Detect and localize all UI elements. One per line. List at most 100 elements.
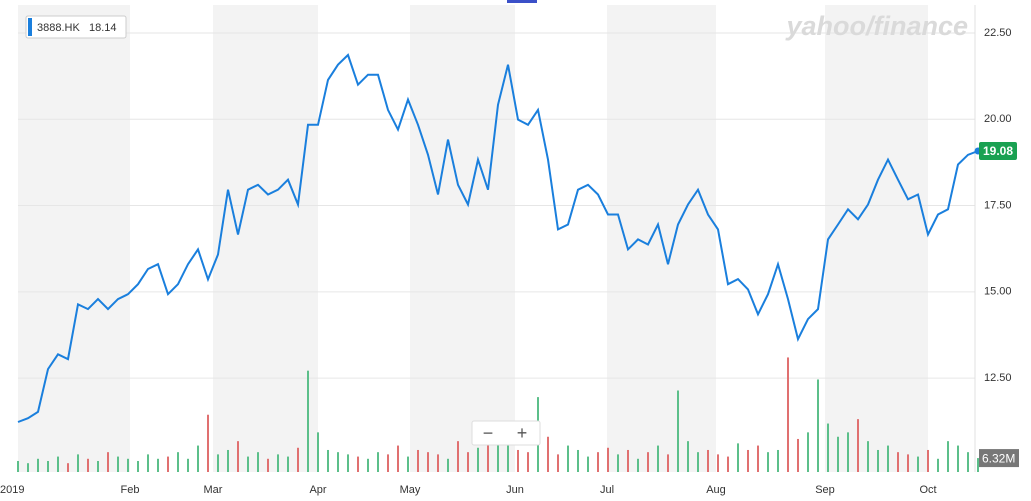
- x-tick-label: 2019: [0, 484, 24, 496]
- volume-bar: [627, 449, 629, 472]
- volume-bar: [707, 449, 709, 472]
- volume-bar: [437, 454, 439, 472]
- x-tick-label: Jun: [506, 484, 524, 496]
- volume-bar: [697, 452, 699, 472]
- volume-bar: [797, 438, 799, 472]
- volume-bar: [327, 449, 329, 472]
- volume-bar: [97, 460, 99, 472]
- volume-bar: [567, 445, 569, 472]
- volume-bar: [257, 452, 259, 472]
- last-value-label: 19.08: [983, 144, 1013, 158]
- y-tick-label: 22.50: [984, 27, 1012, 39]
- volume-bar: [927, 449, 929, 472]
- volume-bar: [387, 454, 389, 472]
- volume-bar: [617, 454, 619, 472]
- volume-bar: [867, 441, 869, 472]
- volume-bar: [507, 445, 509, 472]
- y-tick-label: 17.50: [984, 199, 1012, 211]
- x-tick-label: Jul: [600, 484, 614, 496]
- month-band: [825, 5, 928, 472]
- volume-bar: [827, 423, 829, 472]
- volume-bar: [777, 449, 779, 472]
- volume-bar: [147, 454, 149, 472]
- volume-bar: [217, 454, 219, 472]
- volume-bar: [177, 452, 179, 472]
- volume-bar: [277, 454, 279, 472]
- volume-bar: [27, 463, 29, 472]
- x-tick-label: Aug: [706, 484, 726, 496]
- legend-box: [25, 15, 127, 39]
- x-tick-label: Oct: [919, 484, 936, 496]
- volume-bar: [847, 432, 849, 472]
- volume-bar: [947, 441, 949, 472]
- volume-bar: [197, 445, 199, 472]
- volume-bar: [877, 449, 879, 472]
- volume-bar: [67, 463, 69, 472]
- volume-bar: [407, 456, 409, 472]
- x-tick-label: Sep: [815, 484, 835, 496]
- legend-value: 18.14: [89, 22, 117, 34]
- volume-bar: [297, 447, 299, 472]
- volume-bar: [607, 447, 609, 472]
- volume-bar: [57, 456, 59, 472]
- volume-bar: [727, 456, 729, 472]
- month-band: [18, 5, 130, 472]
- volume-bar: [667, 454, 669, 472]
- volume-bar: [307, 370, 309, 472]
- volume-bar: [107, 452, 109, 472]
- volume-bar: [237, 441, 239, 472]
- zoom-out-button[interactable]: −: [483, 423, 494, 443]
- volume-bar: [677, 390, 679, 472]
- volume-bar: [347, 454, 349, 472]
- volume-bar: [117, 456, 119, 472]
- x-tick-label: May: [400, 484, 421, 496]
- volume-bar: [517, 449, 519, 472]
- volume-bar: [467, 452, 469, 472]
- volume-bar: [207, 414, 209, 472]
- volume-bar: [87, 458, 89, 472]
- volume-bar: [787, 357, 789, 472]
- zoom-controls: − +: [471, 420, 541, 446]
- month-band: [213, 5, 318, 472]
- volume-bar: [497, 438, 499, 472]
- zoom-box: [471, 420, 541, 446]
- volume-bar: [77, 454, 79, 472]
- volume-bar: [837, 436, 839, 472]
- volume-label: 6.32M: [982, 451, 1015, 465]
- price-line: [17, 53, 979, 423]
- volume-bar: [447, 458, 449, 472]
- volume-bar: [577, 449, 579, 472]
- volume-bar: [657, 445, 659, 472]
- volume-bar: [547, 436, 549, 472]
- x-tick-label: Mar: [204, 484, 223, 496]
- volume-bar: [597, 452, 599, 472]
- volume-bar: [527, 452, 529, 472]
- legend-swatch: [28, 18, 32, 36]
- volume-bar: [287, 456, 289, 472]
- zoom-in-button[interactable]: +: [517, 423, 528, 443]
- volume-bar: [957, 445, 959, 472]
- volume-bar: [397, 445, 399, 472]
- volume-bar: [37, 458, 39, 472]
- y-tick-label: 12.50: [984, 372, 1012, 384]
- volume-bar: [637, 458, 639, 472]
- volume-bar: [647, 452, 649, 472]
- volume-bar: [417, 449, 419, 472]
- volume-bar: [247, 456, 249, 472]
- volume-tag: [979, 449, 1019, 468]
- volume-bar: [737, 443, 739, 472]
- volume-bar: [137, 460, 139, 472]
- volume-bar: [587, 456, 589, 472]
- volume-bar: [427, 452, 429, 472]
- volume-bar: [367, 458, 369, 472]
- volume-bar: [167, 456, 169, 472]
- x-tick-label: Feb: [121, 484, 140, 496]
- volume-bar: [377, 452, 379, 472]
- volume-bar: [127, 458, 129, 472]
- y-tick-label: 15.00: [984, 286, 1012, 298]
- volume-bar: [557, 454, 559, 472]
- last-value-tag: [979, 142, 1017, 161]
- volume-bar: [937, 458, 939, 472]
